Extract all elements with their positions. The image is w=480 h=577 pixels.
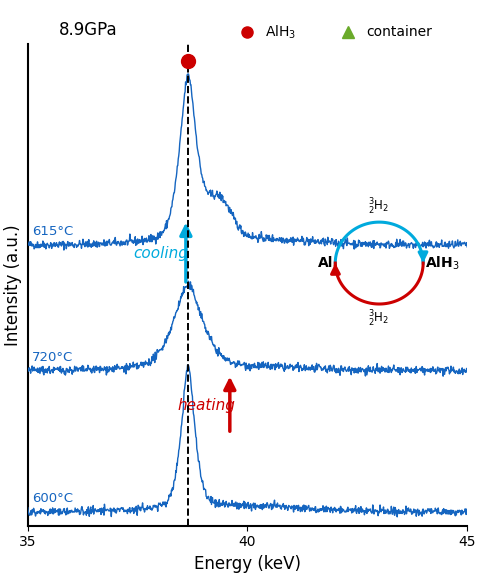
- Text: 720°C: 720°C: [32, 351, 73, 364]
- Text: $\mathregular{^3_2}$H$_2$: $\mathregular{^3_2}$H$_2$: [368, 197, 389, 218]
- Text: AlH$_3$: AlH$_3$: [425, 254, 460, 272]
- Text: cooling: cooling: [133, 246, 188, 261]
- Text: $\mathregular{^3_2}$H$_2$: $\mathregular{^3_2}$H$_2$: [368, 309, 389, 329]
- Text: AlH$_3$: AlH$_3$: [265, 23, 296, 40]
- Text: container: container: [366, 25, 432, 39]
- Text: 8.9GPa: 8.9GPa: [59, 21, 117, 39]
- X-axis label: Energy (keV): Energy (keV): [194, 555, 301, 573]
- Text: Al: Al: [318, 256, 333, 270]
- Text: heating: heating: [177, 398, 235, 413]
- Y-axis label: Intensity (a.u.): Intensity (a.u.): [4, 224, 22, 346]
- Text: 615°C: 615°C: [32, 225, 73, 238]
- Text: 600°C: 600°C: [32, 492, 73, 505]
